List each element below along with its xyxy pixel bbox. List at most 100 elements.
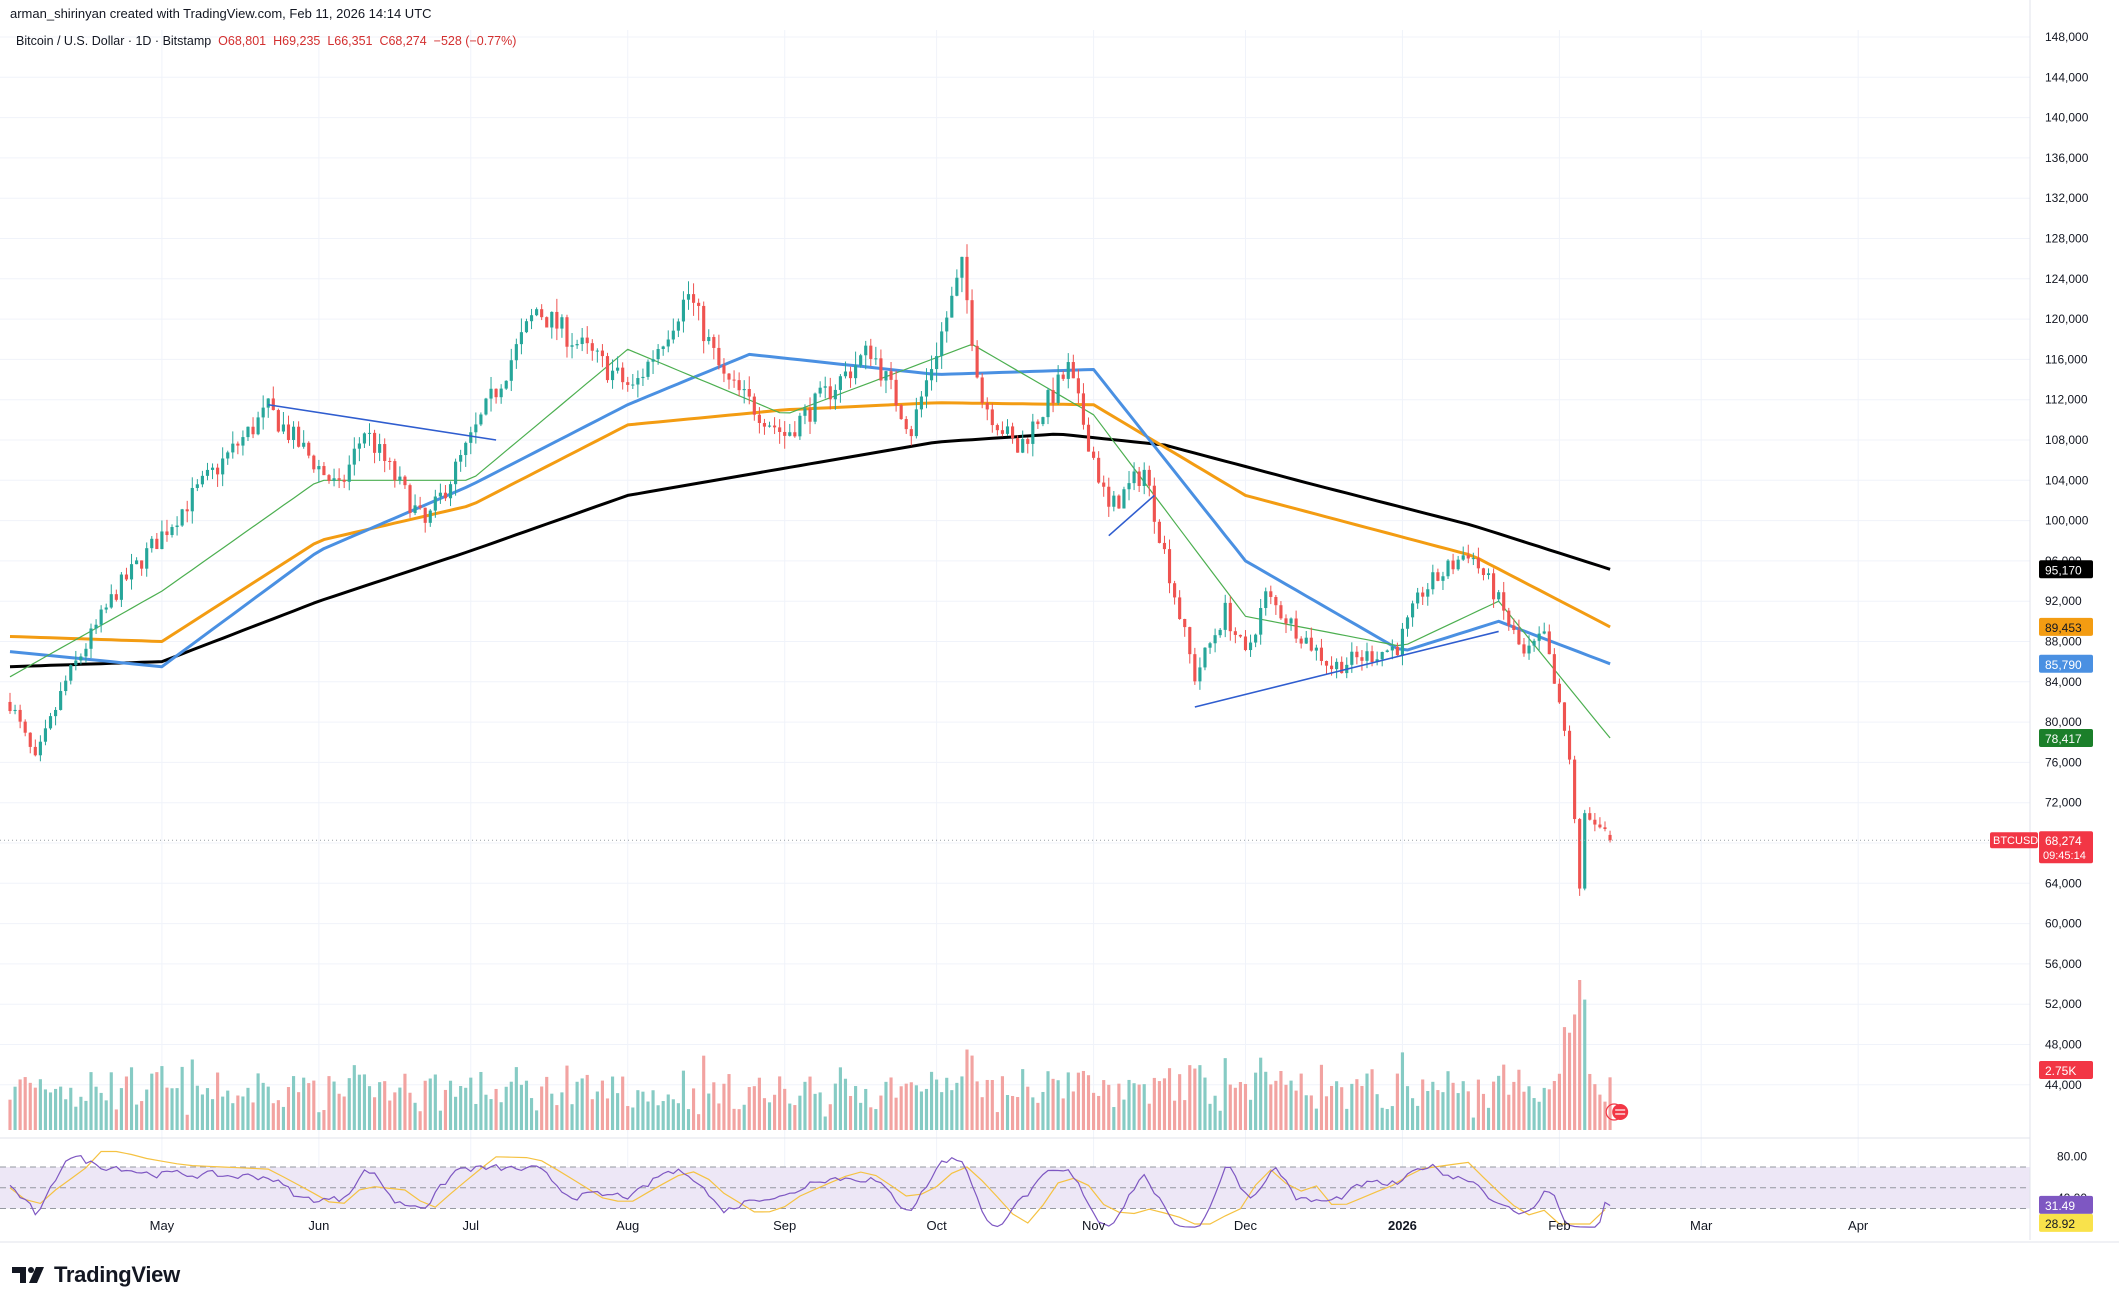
volume-bar	[702, 1055, 706, 1130]
volume-bar	[884, 1081, 888, 1130]
candle-body	[524, 321, 529, 333]
candle-body	[1173, 583, 1177, 598]
volume-bar	[1486, 1107, 1491, 1130]
candle-body	[1588, 813, 1592, 820]
candle-body	[580, 337, 584, 345]
candle-body	[1446, 560, 1450, 577]
candle-body	[1269, 591, 1273, 597]
candle-body	[342, 479, 346, 482]
candle-body	[1583, 813, 1587, 889]
candle-body	[1578, 819, 1582, 889]
candle-body	[854, 365, 858, 379]
volume-bar	[843, 1078, 848, 1130]
volume-bar	[874, 1109, 878, 1130]
volume-bar	[221, 1096, 225, 1130]
volume-bar	[757, 1077, 761, 1130]
volume-bar	[980, 1097, 984, 1130]
candle-body	[616, 367, 620, 371]
candle-body	[241, 437, 245, 446]
volume-bar	[1350, 1083, 1354, 1130]
volume-bar	[43, 1089, 48, 1130]
volume-bar	[433, 1074, 437, 1130]
candle-body	[595, 350, 599, 352]
candle-body	[1329, 665, 1334, 670]
candle-body	[1436, 572, 1440, 581]
candle-body	[1092, 451, 1096, 458]
volume-bar	[813, 1093, 817, 1130]
candle-body	[104, 607, 108, 610]
volume-bar	[1497, 1075, 1501, 1130]
candle-body	[884, 371, 888, 381]
price-badges: 95,170 89,453 85,790 78,417 68,274 09:45:14 BT…	[1605, 560, 2093, 1232]
candle-body	[519, 332, 523, 345]
volume-bar	[712, 1082, 716, 1130]
volume-bar	[621, 1076, 625, 1130]
volume-bar	[798, 1095, 802, 1130]
volume-bar	[616, 1093, 620, 1130]
candle-body	[1066, 362, 1070, 379]
y-tick-label: 76,000	[2045, 755, 2082, 769]
volume-bar	[1056, 1080, 1060, 1130]
volume-bar	[1411, 1098, 1415, 1130]
volume-bar	[256, 1073, 260, 1130]
candle-body	[1041, 417, 1045, 425]
candle-body	[1547, 631, 1551, 655]
y-tick-label: 56,000	[2045, 957, 2082, 971]
rsi-value-badge-bg	[2039, 1195, 2093, 1214]
y-tick-label: 48,000	[2045, 1038, 2082, 1052]
volume-bar	[691, 1088, 696, 1130]
candle-body	[605, 356, 610, 381]
candle-body	[1112, 495, 1116, 507]
x-tick-label: 2026	[1388, 1218, 1417, 1233]
y-tick-label: 132,000	[2045, 191, 2089, 205]
volume-bar	[64, 1099, 68, 1130]
volume-bar	[1203, 1077, 1207, 1130]
volume-bar	[960, 1076, 964, 1130]
candle-body	[13, 709, 17, 712]
volume-badge-bg	[2039, 1061, 2093, 1079]
candle-body	[1299, 638, 1303, 644]
volume-bar	[1309, 1095, 1313, 1130]
volume-bar	[1385, 1109, 1389, 1130]
candle-body	[1360, 657, 1364, 661]
tradingview-footer[interactable]: TradingView	[12, 1262, 180, 1288]
volume-bar	[1324, 1096, 1329, 1130]
volume-bar	[322, 1110, 326, 1130]
volume-bar	[631, 1107, 635, 1130]
volume-bar	[808, 1076, 812, 1130]
candle-body	[1238, 634, 1242, 637]
candle-body	[570, 345, 574, 347]
volume-bar	[448, 1080, 453, 1130]
candle-body	[1259, 608, 1263, 635]
candle-body	[545, 317, 549, 328]
volume-bar	[1567, 1032, 1572, 1130]
candle-body	[1502, 592, 1506, 611]
candle-body	[185, 509, 189, 512]
volume-bar	[1522, 1091, 1526, 1130]
volume-bar	[1000, 1076, 1005, 1130]
volume-bar	[1390, 1106, 1394, 1130]
volume-bar	[1147, 1103, 1151, 1130]
volume-bar	[1213, 1095, 1217, 1130]
low-value: L66,351	[327, 34, 373, 48]
candle-body	[651, 359, 655, 362]
volume-bar	[656, 1105, 660, 1130]
volume-bar	[1345, 1108, 1349, 1130]
candle-body	[965, 256, 969, 301]
volume-bar	[241, 1096, 245, 1130]
candle-body	[565, 317, 569, 347]
volume-bar	[165, 1087, 169, 1130]
volume-bar	[74, 1106, 78, 1130]
volume-bar	[281, 1106, 285, 1130]
volume-bar	[1603, 1101, 1607, 1130]
volume-bar	[124, 1076, 129, 1130]
y-tick-label: 120,000	[2045, 312, 2089, 326]
candle-body	[894, 379, 898, 406]
volume-bar	[722, 1083, 726, 1130]
candle-body	[1608, 834, 1612, 841]
volume-bar	[1046, 1071, 1050, 1130]
candle-body	[1486, 573, 1491, 576]
volume-bar	[1021, 1069, 1025, 1130]
candle-body	[1603, 827, 1607, 829]
